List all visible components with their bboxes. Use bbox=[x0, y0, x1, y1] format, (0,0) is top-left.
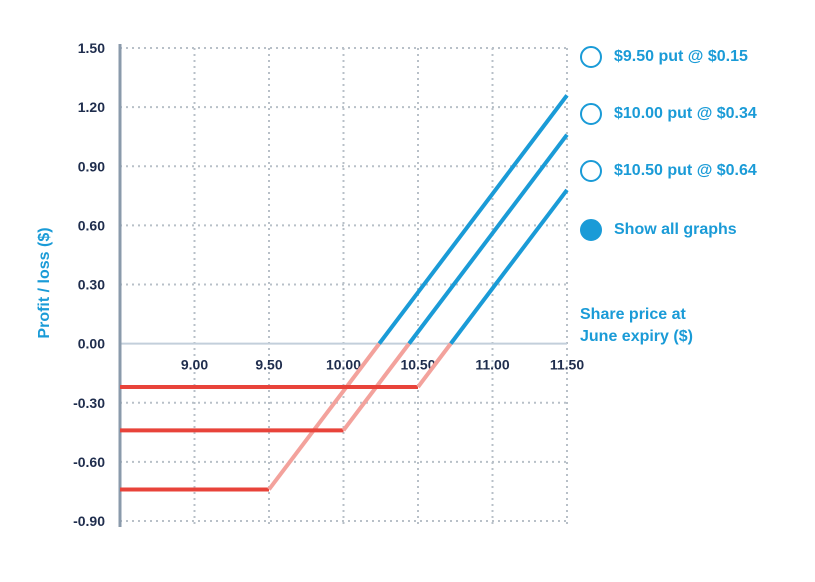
series-lines bbox=[120, 94, 569, 492]
series-rising-loss bbox=[416, 342, 453, 389]
y-tick-label: 0.90 bbox=[78, 158, 105, 174]
radio-selected-icon[interactable] bbox=[580, 219, 602, 241]
y-tick-label: 1.20 bbox=[78, 99, 105, 115]
legend-label: Show all graphs bbox=[614, 221, 737, 238]
axes bbox=[118, 44, 567, 527]
y-tick-label: 0.60 bbox=[78, 217, 105, 233]
y-tick-label: -0.60 bbox=[73, 454, 105, 470]
x-tick-label: 11.50 bbox=[550, 357, 584, 373]
y-tick-label: -0.30 bbox=[73, 395, 105, 411]
x-tick-label: 10.00 bbox=[326, 357, 361, 373]
series-profit bbox=[449, 188, 569, 345]
x-tick-label: 11.00 bbox=[475, 357, 509, 373]
legend-option-9-50-put[interactable]: $9.50 put @ $0.15 bbox=[580, 46, 748, 68]
x-tick-label: 10.50 bbox=[400, 357, 435, 373]
legend-option-10-00-put[interactable]: $10.00 put @ $0.34 bbox=[580, 103, 757, 125]
radio-icon[interactable] bbox=[580, 103, 602, 125]
legend-option-show-all[interactable]: Show all graphs bbox=[580, 219, 737, 241]
series-rising-loss bbox=[267, 342, 381, 491]
x-tick-label: 9.00 bbox=[181, 357, 208, 373]
legend-label: $10.00 put @ $0.34 bbox=[614, 105, 757, 122]
y-tick-label: -0.90 bbox=[73, 513, 105, 529]
grid bbox=[119, 47, 568, 527]
tick-labels: 1.50 1.20 0.90 0.60 0.30 0.00 -0.30 -0.60 -0.90 9… bbox=[73, 40, 584, 529]
x-axis-title-line: June expiry ($) bbox=[580, 328, 693, 345]
y-tick-label: 0.30 bbox=[78, 277, 105, 293]
radio-icon[interactable] bbox=[580, 46, 602, 68]
series-profit bbox=[377, 94, 569, 345]
radio-icon[interactable] bbox=[580, 160, 602, 182]
legend-option-10-50-put[interactable]: $10.50 put @ $0.64 bbox=[580, 160, 757, 182]
x-axis-title: Share price at June expiry ($) bbox=[580, 304, 693, 348]
series-profit bbox=[407, 133, 569, 345]
legend-label: $10.50 put @ $0.64 bbox=[614, 162, 757, 179]
legend-label: $9.50 put @ $0.15 bbox=[614, 48, 748, 65]
y-tick-label: 1.50 bbox=[78, 40, 105, 56]
y-axis-title: Profit / loss ($) bbox=[36, 227, 53, 338]
x-tick-label: 9.50 bbox=[255, 357, 282, 373]
x-axis-title-line: Share price at bbox=[580, 306, 686, 323]
y-tick-label: 0.00 bbox=[78, 336, 105, 352]
